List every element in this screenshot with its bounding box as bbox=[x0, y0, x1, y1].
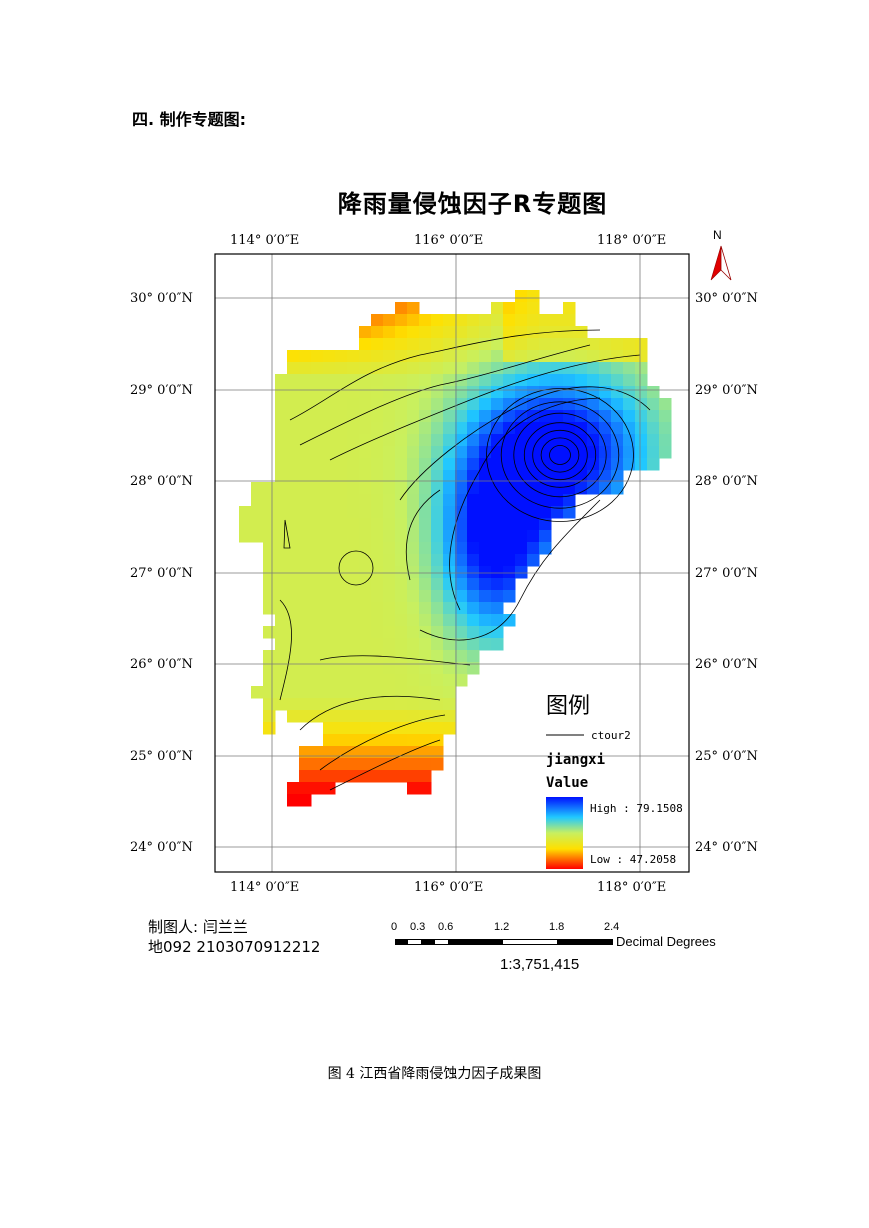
contour-lines bbox=[279, 329, 651, 791]
contour-line bbox=[449, 397, 601, 611]
north-label: N bbox=[713, 228, 722, 242]
lon-label-bottom-118: 118° 0′0″E bbox=[597, 880, 667, 895]
contour-line bbox=[319, 655, 471, 666]
lon-label-bottom-114: 114° 0′0″E bbox=[230, 880, 300, 895]
legend-field-name: Value bbox=[546, 775, 589, 791]
student-id: 地092 2103070912212 bbox=[148, 938, 321, 956]
legend-low-value: Low : 47.2058 bbox=[590, 853, 677, 866]
north-arrow-icon bbox=[710, 245, 732, 281]
contour-line bbox=[405, 489, 441, 581]
contour-ring bbox=[513, 412, 607, 498]
contour-line bbox=[329, 739, 441, 791]
lat-label-left-24: 24° 0′0″N bbox=[130, 840, 193, 855]
rainfall-erosivity-raster bbox=[239, 290, 672, 807]
legend-color-ramp bbox=[546, 797, 583, 869]
map-title: 降雨量侵蚀因子R专题图 bbox=[337, 190, 608, 218]
lon-label-top-114: 114° 0′0″E bbox=[230, 233, 300, 248]
contour-line bbox=[289, 329, 601, 421]
lat-label-left-30: 30° 0′0″N bbox=[130, 291, 193, 306]
scale-ratio: 1:3,751,415 bbox=[500, 956, 580, 973]
contour-ring bbox=[500, 401, 620, 509]
contour-ring bbox=[549, 445, 571, 465]
graticule bbox=[215, 254, 689, 872]
lat-label-right-26: 26° 0′0″N bbox=[695, 657, 758, 672]
lon-label-top-116: 116° 0′0″E bbox=[414, 233, 484, 248]
scale-bar bbox=[395, 939, 613, 945]
scale-tick-1: 0.3 bbox=[410, 921, 426, 933]
lat-label-right-28: 28° 0′0″N bbox=[695, 474, 758, 489]
lat-label-left-27: 27° 0′0″N bbox=[130, 566, 193, 581]
scale-tick-3: 1.2 bbox=[494, 921, 510, 933]
scale-tick-5: 2.4 bbox=[604, 921, 620, 933]
map-author: 制图人: 闫兰兰 bbox=[148, 918, 248, 936]
scale-tick-2: 0.6 bbox=[438, 921, 454, 933]
contour-line bbox=[299, 695, 441, 731]
contour-ring bbox=[532, 429, 588, 481]
contour-line bbox=[279, 599, 292, 701]
lat-label-right-29: 29° 0′0″N bbox=[695, 383, 758, 398]
contour-line bbox=[399, 386, 651, 501]
contour-closed bbox=[283, 519, 291, 549]
contour-ring bbox=[540, 437, 580, 473]
lon-label-top-118: 118° 0′0″E bbox=[597, 233, 667, 248]
legend-layer-name: jiangxi bbox=[546, 752, 606, 768]
legend-high-value: High : 79.1508 bbox=[590, 802, 683, 815]
contour-line bbox=[299, 344, 591, 446]
figure-caption: 图 4 江西省降雨侵蚀力因子成果图 bbox=[327, 1066, 542, 1082]
lat-label-left-26: 26° 0′0″N bbox=[130, 657, 193, 672]
legend-title: 图例 bbox=[546, 694, 591, 719]
legend-line-label: ctour2 bbox=[591, 729, 631, 742]
contour-ring bbox=[523, 422, 597, 488]
map-frame bbox=[214, 253, 690, 873]
scale-unit: Decimal Degrees bbox=[616, 934, 716, 949]
scale-tick-4: 1.8 bbox=[549, 921, 565, 933]
contour-ring bbox=[486, 388, 634, 522]
lat-label-left-28: 28° 0′0″N bbox=[130, 474, 193, 489]
lat-label-left-25: 25° 0′0″N bbox=[130, 749, 193, 764]
lat-label-left-29: 29° 0′0″N bbox=[130, 383, 193, 398]
contour-line bbox=[329, 354, 641, 461]
contour-line bbox=[319, 714, 446, 771]
lon-label-bottom-116: 116° 0′0″E bbox=[414, 880, 484, 895]
contour-closed bbox=[338, 550, 374, 586]
lat-label-right-25: 25° 0′0″N bbox=[695, 749, 758, 764]
lat-label-right-24: 24° 0′0″N bbox=[695, 840, 758, 855]
scale-tick-0: 0 bbox=[391, 921, 398, 933]
lat-label-right-27: 27° 0′0″N bbox=[695, 566, 758, 581]
section-heading: 四. 制作专题图: bbox=[132, 110, 247, 129]
lat-label-right-30: 30° 0′0″N bbox=[695, 291, 758, 306]
